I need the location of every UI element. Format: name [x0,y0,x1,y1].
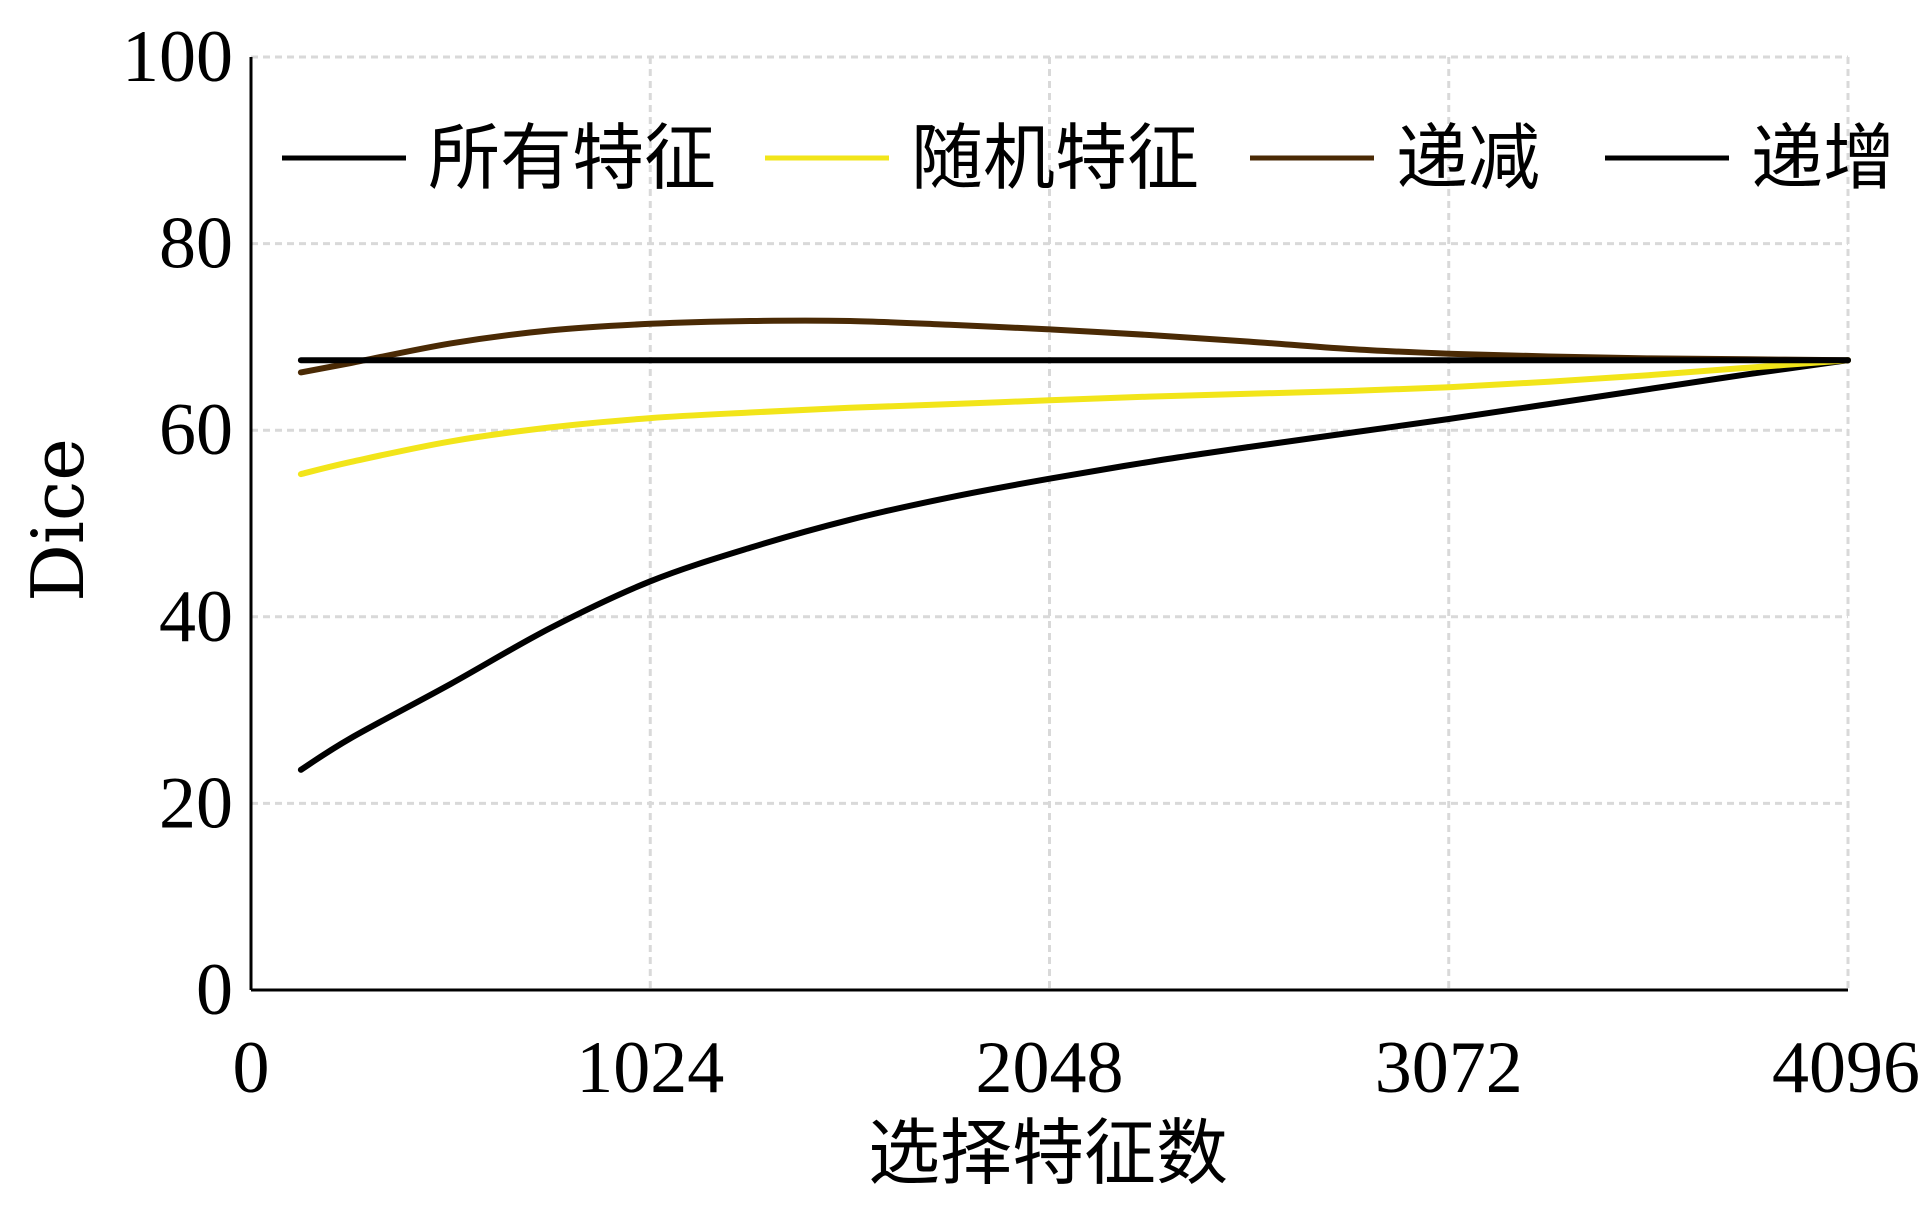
legend: 所有特征 随机特征 递减 递增 [282,116,1895,200]
y-tick-label: 60 [159,389,233,471]
legend-label: 递减 [1396,116,1540,200]
x-tick-label: 0 [233,1027,270,1109]
legend-label: 递增 [1751,116,1895,200]
x-axis-title: 选择特征数 [868,1111,1228,1195]
axes [249,57,1848,992]
y-tick-label: 40 [159,576,233,658]
y-tick-label: 20 [159,762,233,844]
tick-labels: 0 20 40 60 80 100 0 1024 2048 3072 4096 [122,16,1920,1109]
x-tick-label: 2048 [976,1027,1124,1109]
y-tick-label: 0 [196,949,233,1031]
x-tick-label: 4096 [1772,1027,1920,1109]
x-tick-label: 3072 [1375,1027,1523,1109]
series-lines [297,317,1851,773]
series-line-4 [297,357,1851,773]
legend-label: 随机特征 [911,116,1199,200]
y-tick-label: 80 [159,203,233,285]
legend-label: 所有特征 [428,116,716,200]
y-axis-title: Dice [16,438,100,602]
x-tick-label: 1024 [576,1027,724,1109]
series-line-3 [297,317,1851,376]
y-tick-label: 100 [122,16,233,98]
series-line-2 [297,357,1851,478]
